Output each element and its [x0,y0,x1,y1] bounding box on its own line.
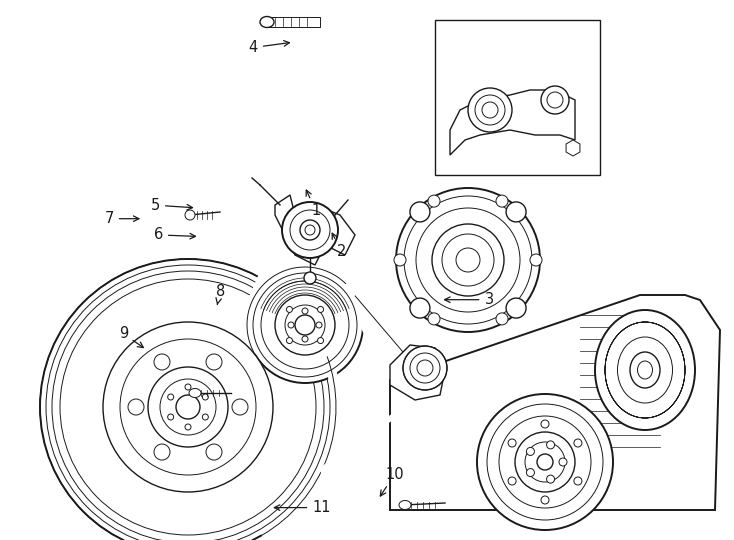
Circle shape [275,295,335,355]
Circle shape [318,338,324,343]
Circle shape [496,313,508,325]
Text: 6: 6 [153,227,195,242]
Polygon shape [275,195,355,265]
Circle shape [515,432,575,492]
Circle shape [148,367,228,447]
Circle shape [508,439,516,447]
Circle shape [286,306,292,313]
Circle shape [288,322,294,328]
Circle shape [247,267,363,383]
Circle shape [537,454,553,470]
Circle shape [526,448,534,455]
Circle shape [185,424,191,430]
Circle shape [403,346,447,390]
Circle shape [304,272,316,284]
Circle shape [103,322,273,492]
Circle shape [176,395,200,419]
Circle shape [128,399,144,415]
Circle shape [167,394,174,400]
Circle shape [300,220,320,240]
Circle shape [206,354,222,370]
Ellipse shape [595,310,695,430]
Circle shape [456,248,480,272]
Circle shape [506,202,526,222]
Circle shape [482,102,498,118]
Polygon shape [450,90,575,155]
Ellipse shape [399,501,411,510]
Circle shape [574,477,582,485]
Circle shape [547,475,555,483]
Circle shape [185,210,195,220]
Circle shape [396,188,540,332]
Circle shape [203,394,208,400]
Circle shape [232,399,248,415]
Circle shape [167,414,174,420]
Circle shape [508,477,516,485]
Polygon shape [390,295,720,510]
Circle shape [506,298,526,318]
Circle shape [394,254,406,266]
Text: 1: 1 [306,190,320,218]
Circle shape [302,336,308,342]
Circle shape [206,444,222,460]
Circle shape [541,420,549,428]
Text: 11: 11 [275,500,331,515]
Circle shape [316,322,322,328]
Text: 4: 4 [249,40,289,55]
Text: 7: 7 [104,211,139,226]
Polygon shape [566,140,580,156]
Circle shape [428,195,440,207]
Circle shape [185,384,191,390]
Circle shape [154,444,170,460]
Text: 2: 2 [333,233,346,259]
Circle shape [477,394,613,530]
Circle shape [302,308,308,314]
Circle shape [541,86,569,114]
Polygon shape [390,345,445,400]
Bar [265,17,320,27]
Circle shape [541,496,549,504]
Circle shape [203,414,208,420]
Text: 3: 3 [445,292,493,307]
Circle shape [286,338,292,343]
Circle shape [318,306,324,313]
Ellipse shape [260,17,274,28]
Ellipse shape [189,388,201,397]
Ellipse shape [630,352,660,388]
Circle shape [295,315,315,335]
Circle shape [547,441,555,449]
Circle shape [410,202,430,222]
Circle shape [526,469,534,477]
Circle shape [574,439,582,447]
Circle shape [559,458,567,466]
Circle shape [410,298,430,318]
Circle shape [154,354,170,370]
Circle shape [428,313,440,325]
Text: 8: 8 [216,284,225,305]
Bar [435,20,600,175]
Circle shape [282,202,338,258]
Circle shape [530,254,542,266]
Text: 10: 10 [380,467,404,496]
Circle shape [468,88,512,132]
Circle shape [496,195,508,207]
Text: 5: 5 [150,198,192,213]
Circle shape [432,224,504,296]
Text: 9: 9 [119,326,143,348]
Circle shape [40,259,336,540]
Circle shape [417,360,433,376]
